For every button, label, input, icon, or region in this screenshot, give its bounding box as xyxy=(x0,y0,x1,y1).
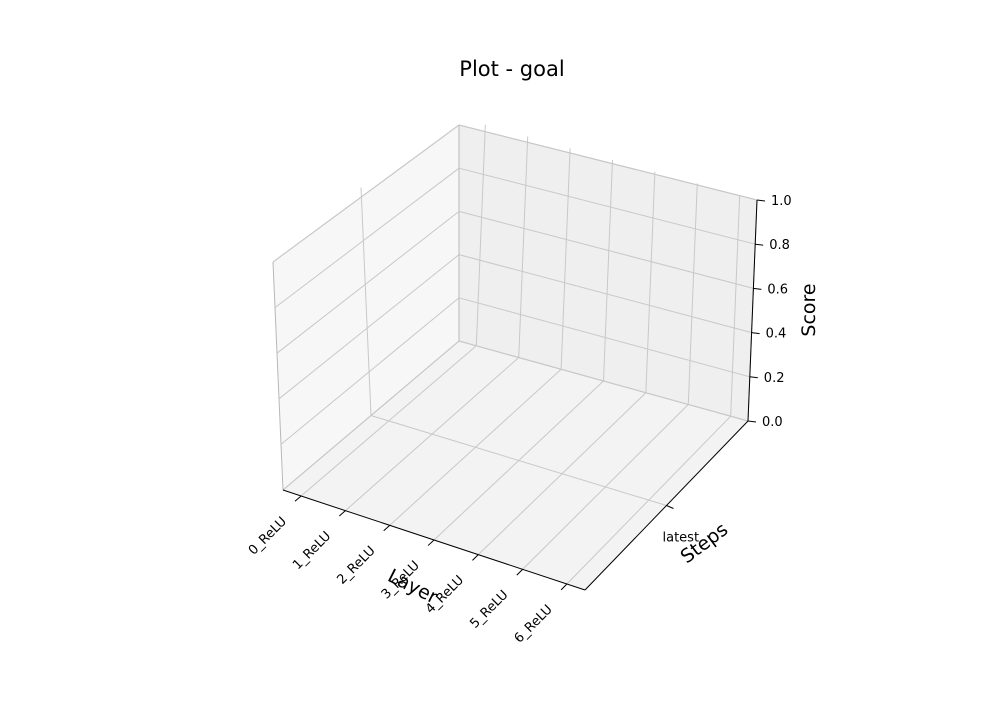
pane-edge xyxy=(272,261,284,491)
x-tick xyxy=(383,524,391,532)
x-back-gridline xyxy=(518,136,529,358)
z-tick xyxy=(751,332,760,335)
z-axis-label: Score xyxy=(798,283,820,336)
z-back-gridline xyxy=(458,254,752,334)
z-left-gridline xyxy=(278,254,460,400)
z-tick xyxy=(749,376,758,379)
z-left-gridline xyxy=(276,211,460,354)
z-back-gridline xyxy=(458,124,758,201)
x-back-gridline xyxy=(475,124,486,346)
x-back-gridline xyxy=(687,183,698,405)
x-back-gridline xyxy=(645,171,656,393)
x-tick xyxy=(427,539,435,546)
x-back-gridline xyxy=(730,195,741,417)
x-tick-label: 1_ReLU xyxy=(290,529,334,573)
z-tick-label: 0.4 xyxy=(766,327,787,342)
y-gridline xyxy=(370,415,667,506)
x-back-gridline xyxy=(603,159,613,382)
z-left-gridline xyxy=(282,340,460,491)
x-tick-label: 5_ReLU xyxy=(467,588,511,632)
x-tick xyxy=(560,583,568,591)
floor-pane xyxy=(283,341,748,590)
z-left-gridline xyxy=(280,297,460,445)
z-tick-label: 0.0 xyxy=(762,415,783,430)
z-back-gridline xyxy=(458,210,754,289)
z-back-gridline xyxy=(458,167,756,245)
y-tick-label: latest xyxy=(663,531,700,546)
y-axis-label: Steps xyxy=(677,518,733,568)
y-axis-line xyxy=(584,420,749,591)
x-tick-label: 2_ReLU xyxy=(334,544,378,588)
z-tick xyxy=(753,287,762,290)
z-tick-label: 0.2 xyxy=(764,371,785,386)
x-tick-label: 0_ReLU xyxy=(246,514,290,558)
z-left-gridline xyxy=(274,167,460,308)
x-tick-label: 6_ReLU xyxy=(512,602,556,646)
z-tick-label: 1.0 xyxy=(771,194,792,209)
z-tick-label: 0.6 xyxy=(767,282,788,297)
x-tick xyxy=(294,495,302,502)
x-tick xyxy=(472,554,479,561)
y-tick xyxy=(666,505,674,509)
z-back-gridline xyxy=(458,340,749,422)
x-back-gridline xyxy=(560,148,571,370)
z-back-gridline xyxy=(458,297,750,378)
x-tick xyxy=(516,568,523,576)
z-tick xyxy=(755,243,764,246)
z-tick xyxy=(747,420,757,423)
x-axis-line xyxy=(282,489,586,591)
z-left-gridline xyxy=(272,124,460,263)
y-left-gridline xyxy=(360,187,372,416)
x-tick xyxy=(339,510,346,517)
z-axis-line xyxy=(747,199,758,422)
z-tick xyxy=(756,199,766,202)
chart-title: Plot - goal xyxy=(459,57,564,81)
z-tick-label: 0.8 xyxy=(769,238,790,253)
